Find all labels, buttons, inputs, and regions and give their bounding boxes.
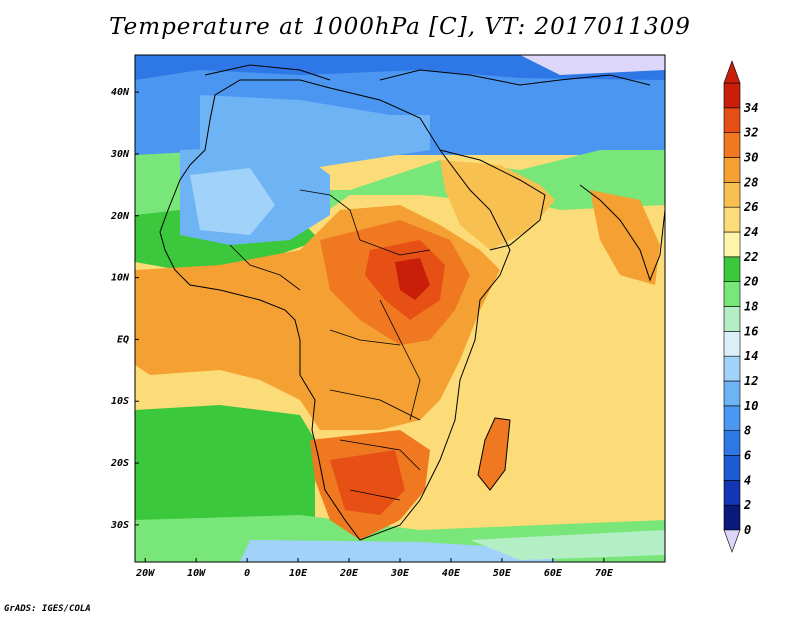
colorbar-level-label: 14 <box>744 349 758 363</box>
colorbar-level-label: 34 <box>743 101 758 115</box>
colorbar-swatch <box>723 405 741 431</box>
colorbar-level-label: 20 <box>743 275 758 289</box>
credit-label: GrADS: IGES/COLA <box>4 604 91 614</box>
colorbar-level-label: 18 <box>744 300 758 314</box>
europe-coastline <box>204 64 651 86</box>
lon-tick-label: 50E <box>493 568 512 579</box>
colorbar-level-label: 30 <box>743 151 758 165</box>
colorbar-swatch <box>723 380 741 407</box>
lat-tick-label: 40N <box>111 87 130 98</box>
lat-tick-label: 10N <box>111 273 130 284</box>
lat-tick-label: 20N <box>110 211 130 222</box>
lon-tick-label: 10W <box>187 568 206 579</box>
colorbar-swatch <box>723 355 741 382</box>
lat-tick-label: 20S <box>110 458 129 469</box>
lat-tick-label: EQ <box>117 334 129 345</box>
coastlines <box>159 64 665 541</box>
colorbar-level-label: 22 <box>743 250 758 264</box>
colorbar-level-label: 8 <box>744 424 751 438</box>
colorbar-swatch <box>723 331 741 357</box>
lat-tick-label: 10S <box>111 396 129 407</box>
colorbar-swatch <box>723 306 741 332</box>
central-africa-peak <box>395 258 430 300</box>
india-coastline <box>579 184 665 282</box>
southern-africa-hottest <box>330 450 405 515</box>
southern-ocean-mint <box>470 530 665 560</box>
colorbar-level-label: 2 <box>743 498 751 512</box>
colorbar-under-arrow <box>723 529 741 553</box>
colorbar-level-label: 28 <box>743 175 758 189</box>
colorbar-level-label: 0 <box>744 523 751 537</box>
colorbar-level-label: 6 <box>744 449 751 463</box>
arabia-coastline <box>439 149 546 251</box>
colorbar-over-arrow <box>723 60 741 84</box>
colorbar-swatch <box>723 504 741 531</box>
colorbar-level-label: 26 <box>743 200 758 214</box>
colorbar-swatch <box>723 231 741 258</box>
colorbar-swatch <box>723 132 741 158</box>
colorbar-swatch <box>723 480 741 506</box>
country-borders <box>229 189 431 501</box>
lat-tick-label: 30N <box>110 149 130 160</box>
map-title: Temperature at 1000hPa [C], VT: 20170113… <box>109 14 691 40</box>
india-warm <box>590 190 660 285</box>
colorbar-swatch <box>723 256 741 282</box>
arabia-warm <box>440 160 555 250</box>
colorbar-level-label: 16 <box>744 324 758 338</box>
lon-tick-label: 0 <box>244 568 250 579</box>
colorbar-swatch <box>723 430 741 456</box>
lon-tick-label: 20E <box>339 568 359 579</box>
madagascar <box>478 418 510 490</box>
lon-tick-label: 60E <box>544 568 563 579</box>
colorbar-swatch <box>723 281 741 307</box>
madagascar-coastline <box>477 417 511 491</box>
lon-tick-label: 10E <box>289 568 308 579</box>
lon-tick-label: 30E <box>390 568 410 579</box>
colorbar-swatch <box>723 455 741 481</box>
lon-tick-label: 20W <box>135 568 155 579</box>
colorbar-level-label: 10 <box>744 399 758 413</box>
cold-pocket <box>520 55 665 75</box>
colorbar-swatch <box>723 82 741 109</box>
lon-tick-label: 70E <box>595 568 614 579</box>
colorbar-level-label: 24 <box>743 225 758 239</box>
colorbar-swatch <box>723 157 741 183</box>
colorbar-swatch <box>723 107 741 133</box>
sahara-cool-core <box>190 168 275 235</box>
temperature-field <box>135 55 665 562</box>
lon-tick-label: 40E <box>442 568 461 579</box>
colorbar-level-label: 32 <box>743 126 758 140</box>
africa-coastline <box>159 79 511 541</box>
axis-ticks: 20W 10W 0 10E 20E 30E 40E 50E 60E 70E 40N 30N 20N 10N… <box>110 87 614 579</box>
colorbar-swatch <box>723 206 741 233</box>
colorbar-level-label: 4 <box>744 473 751 487</box>
southern-ocean-cool <box>240 540 560 562</box>
colorbar-level-label: 12 <box>744 374 758 388</box>
lat-tick-label: 30S <box>110 520 129 531</box>
colorbar-swatch <box>723 182 741 208</box>
south-atlantic-green <box>135 405 315 545</box>
